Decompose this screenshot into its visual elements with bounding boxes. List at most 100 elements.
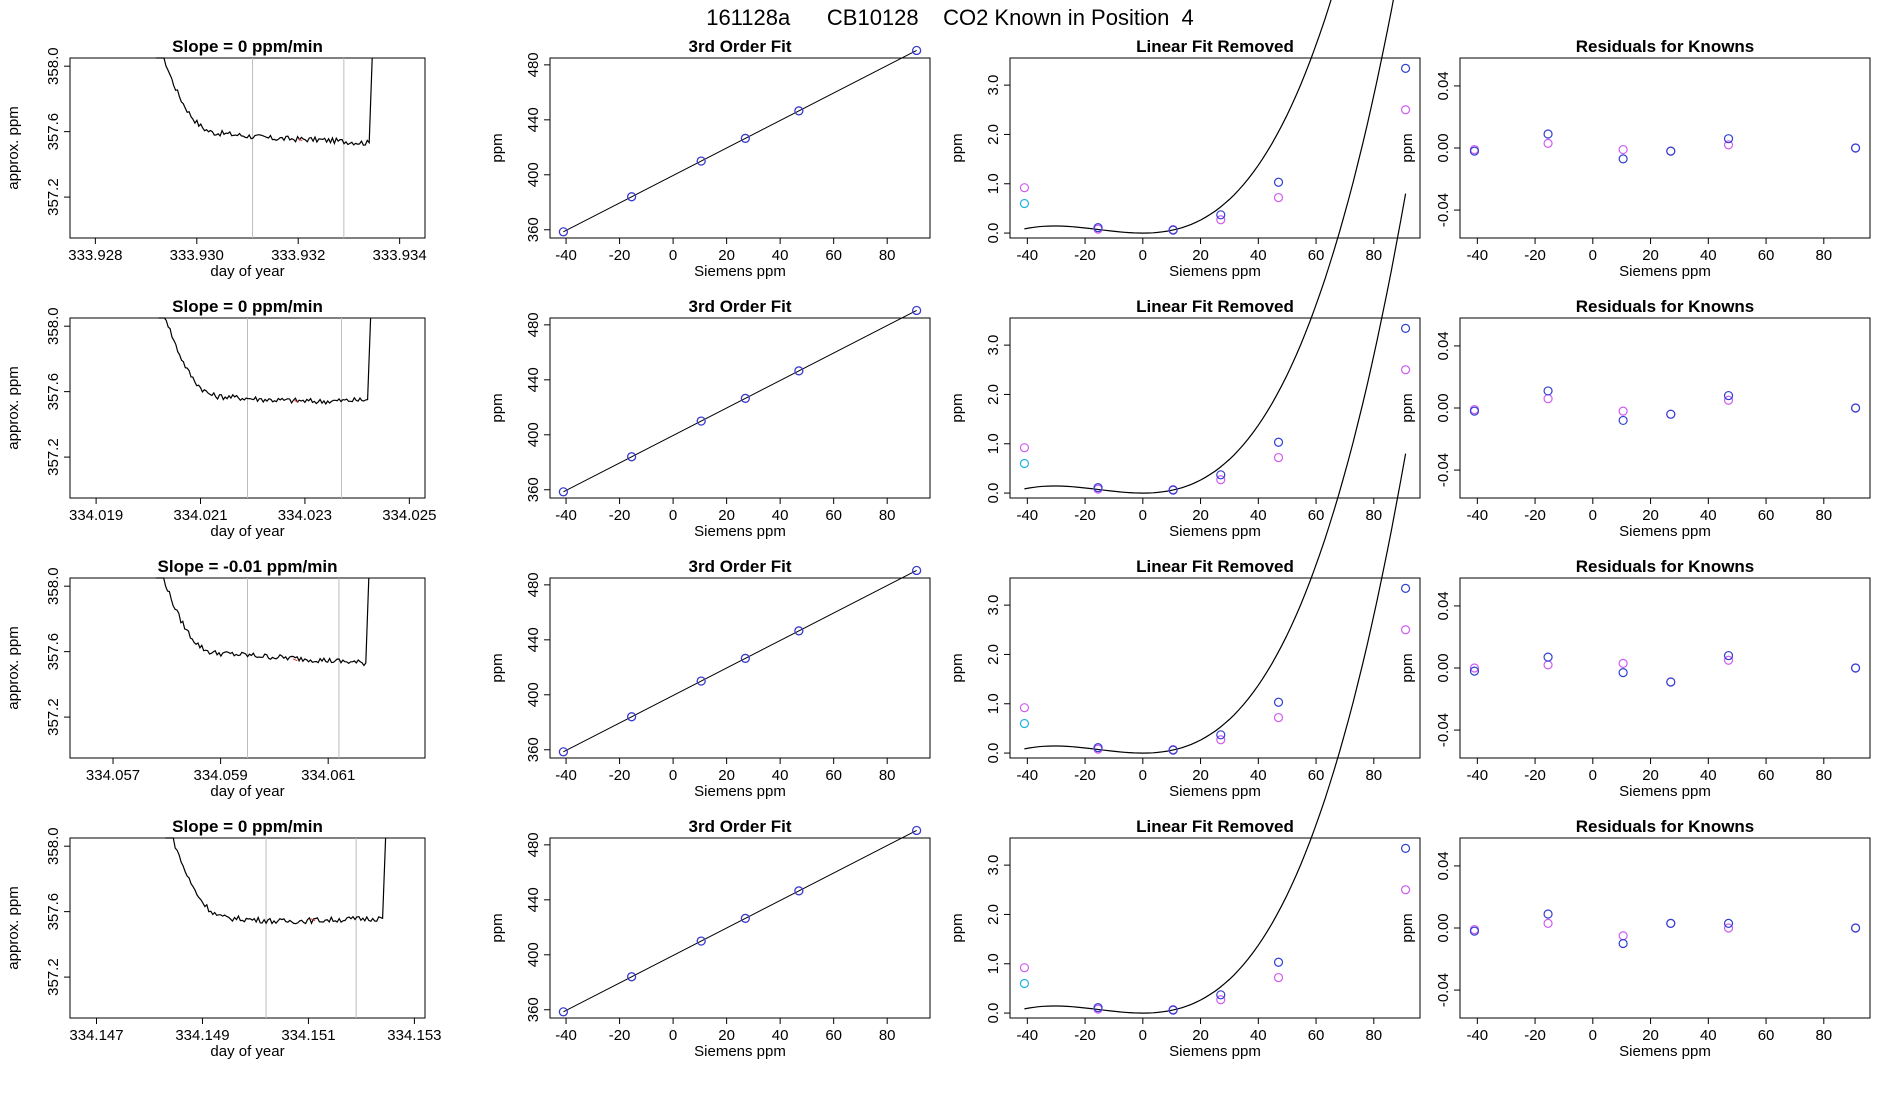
x-tick-label: 0 — [669, 767, 677, 784]
ppm-trace — [158, 317, 372, 406]
y-tick-label: 0.00 — [1435, 913, 1452, 942]
blue-point — [1469, 926, 1480, 936]
plot-frame — [549, 837, 931, 1019]
y-tick-label: 0.00 — [1435, 133, 1452, 162]
x-tick-label: 40 — [1700, 767, 1717, 784]
panels: Slope = 0 ppm/min 333.928 333.930 333.932 33… — [5, 0, 1871, 1060]
y-tick-label: 357.2 — [45, 698, 62, 736]
x-tick-label: 20 — [1192, 767, 1209, 784]
y-tick-label: 480 — [525, 572, 542, 597]
y-tick-label: -0.04 — [1435, 713, 1452, 747]
x-tick-label: 60 — [1758, 247, 1775, 264]
x-tick-label: 334.025 — [382, 507, 436, 524]
panel-3-2: Linear Fit Removed -40 -20 0 20 40 60 80 0.0 1.0 2… — [949, 0, 1421, 540]
magenta-point — [1216, 475, 1226, 485]
x-tick-label: -40 — [1016, 507, 1038, 524]
blue-point — [1273, 957, 1284, 967]
x-tick-label: -40 — [1016, 767, 1038, 784]
x-tick-label: -20 — [1074, 247, 1096, 264]
x-tick-label: 80 — [879, 1027, 896, 1044]
magenta-point — [1723, 395, 1734, 405]
plot-frame — [1009, 57, 1421, 239]
x-tick-label: 20 — [1642, 1027, 1659, 1044]
blue-point — [1400, 323, 1411, 333]
panel-2-4: 3rd Order Fit -40 -20 0 20 40 60 80 360 400 440 480… — [489, 817, 931, 1060]
fit-curve — [1024, 0, 1332, 234]
x-tick-label: 0 — [669, 507, 677, 524]
x-tick-label: 80 — [1365, 247, 1382, 264]
fit-line — [563, 309, 917, 493]
y-tick-label: 1.0 — [985, 173, 1002, 194]
blue-point — [1666, 677, 1676, 687]
x-tick-label: 20 — [1192, 1027, 1209, 1044]
blue-point — [1400, 843, 1411, 853]
y-tick-label: 2.0 — [985, 384, 1002, 405]
panel-1-4: Slope = 0 ppm/min 334.147 334.149 334.151 33… — [5, 817, 442, 1060]
magenta-point — [1400, 365, 1411, 375]
x-tick-label: 40 — [772, 247, 789, 264]
x-tick-label: -20 — [1524, 507, 1546, 524]
magenta-point — [1543, 138, 1553, 148]
x-axis-label: Siemens ppm — [1619, 1043, 1711, 1060]
blue-point — [696, 416, 706, 426]
magenta-point — [1400, 625, 1411, 635]
x-tick-label: 80 — [879, 247, 896, 264]
y-tick-label: 358.0 — [45, 567, 62, 605]
x-tick-label: 0 — [1139, 1027, 1147, 1044]
y-tick-label: 0.04 — [1435, 71, 1452, 100]
x-tick-label: 0 — [1589, 247, 1597, 264]
panel-title: Linear Fit Removed — [1136, 37, 1294, 56]
blue-point — [1850, 403, 1861, 413]
x-tick-label: 334.057 — [86, 767, 140, 784]
blue-point — [1666, 146, 1676, 156]
y-axis-label: ppm — [489, 133, 506, 162]
blue-point — [1216, 470, 1226, 480]
y-tick-label: 0.04 — [1435, 851, 1452, 880]
x-axis-label: Siemens ppm — [1619, 783, 1711, 800]
x-tick-label: 334.023 — [278, 507, 332, 524]
magenta-point — [1618, 931, 1628, 941]
x-tick-label: 60 — [1308, 247, 1325, 264]
blue-point — [1168, 485, 1178, 495]
panel-1-3: Slope = -0.01 ppm/min 334.057 334.059 334.0… — [5, 557, 426, 800]
magenta-point — [1216, 735, 1226, 745]
y-tick-label: -0.04 — [1435, 453, 1452, 487]
x-tick-label: 80 — [879, 767, 896, 784]
blue-point — [1273, 177, 1284, 187]
x-axis-label: Siemens ppm — [694, 523, 786, 540]
blue-point — [1543, 909, 1553, 919]
y-tick-label: 1.0 — [985, 693, 1002, 714]
x-axis-label: Siemens ppm — [1169, 1043, 1261, 1060]
magenta-point — [1400, 105, 1411, 115]
y-tick-label: 360 — [525, 477, 542, 502]
panel-2-1: 3rd Order Fit -40 -20 0 20 40 60 80 360 400 440 480… — [489, 37, 931, 280]
y-tick-label: 0.04 — [1435, 591, 1452, 620]
plot-area — [558, 565, 922, 757]
y-axis-label: approx. ppm — [5, 106, 22, 189]
fit-line — [563, 569, 917, 753]
magenta-point — [1273, 712, 1284, 723]
x-axis-label: Siemens ppm — [694, 783, 786, 800]
x-tick-label: 0 — [1589, 1027, 1597, 1044]
x-tick-label: 80 — [1365, 767, 1382, 784]
fit-line — [563, 49, 917, 233]
y-axis-label: ppm — [489, 393, 506, 422]
x-tick-label: -40 — [1466, 767, 1488, 784]
plot-area — [1469, 386, 1861, 426]
x-tick-label: 333.932 — [271, 247, 325, 264]
fit-curve — [1024, 193, 1407, 754]
y-tick-label: 480 — [525, 832, 542, 857]
x-tick-label: -20 — [1074, 1027, 1096, 1044]
magenta-point — [1543, 394, 1553, 404]
x-tick-label: 333.930 — [170, 247, 224, 264]
x-axis-label: Siemens ppm — [1169, 523, 1261, 540]
blue-point — [627, 712, 637, 722]
panel-title: Linear Fit Removed — [1136, 557, 1294, 576]
blue-point — [912, 825, 922, 836]
y-axis-label: ppm — [949, 913, 966, 942]
y-tick-label: 480 — [525, 312, 542, 337]
y-tick-label: 0.00 — [1435, 393, 1452, 422]
average-mark — [297, 138, 303, 142]
y-tick-label: 357.6 — [45, 633, 62, 671]
y-axis-label: ppm — [949, 653, 966, 682]
